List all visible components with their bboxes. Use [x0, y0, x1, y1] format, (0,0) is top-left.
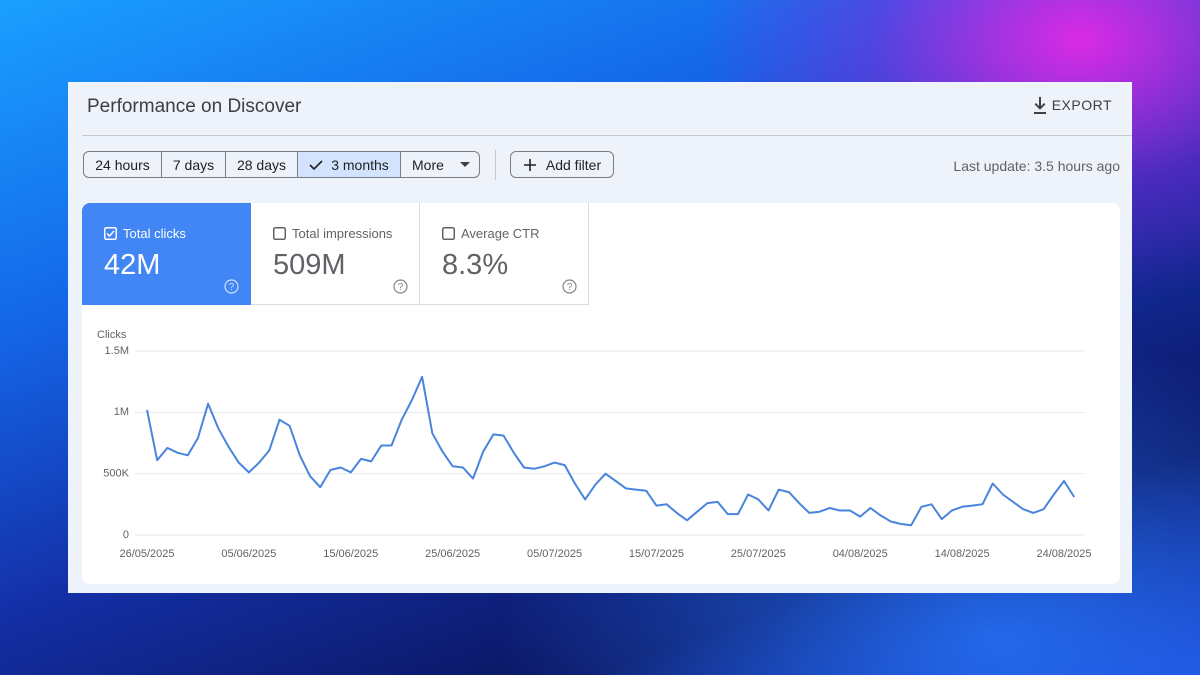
- filter-button-selected[interactable]: 3 months: [297, 151, 401, 178]
- metric-label: Total impressions: [292, 226, 393, 241]
- add-filter-button[interactable]: Add filter: [510, 151, 614, 178]
- x-tick-label: 14/08/2025: [935, 548, 990, 560]
- metric-value: 509M: [273, 249, 346, 281]
- checkbox: [442, 227, 455, 240]
- y-tick-label: 1M: [114, 406, 129, 418]
- filter-button[interactable]: More: [400, 151, 480, 178]
- check-icon: [309, 159, 323, 170]
- plus-icon: [523, 158, 536, 171]
- x-tick-label: 15/07/2025: [629, 548, 684, 560]
- metric-label: Total clicks: [123, 226, 186, 241]
- y-tick-label: 500K: [103, 468, 129, 480]
- data-line: [146, 375, 1076, 527]
- page-title: Performance on Discover: [87, 96, 302, 117]
- divider: [495, 150, 496, 180]
- chart: Clicks 0 500K 1M 1.5M 26/05/2025 05/06/2025 15…: [97, 329, 1092, 560]
- svg-text:?: ?: [398, 282, 404, 293]
- x-tick-label: 05/06/2025: [221, 548, 276, 560]
- metric-label: Average CTR: [461, 226, 540, 241]
- add-filter-label: Add filter: [545, 156, 602, 173]
- svg-text:?: ?: [567, 282, 573, 293]
- checkbox: [273, 227, 286, 240]
- metric-tile[interactable]: Total impressions 509M ?: [251, 203, 420, 305]
- export-button[interactable]: EXPORT: [1051, 97, 1112, 113]
- x-tick-label: 26/05/2025: [119, 548, 174, 560]
- filter-button[interactable]: 7 days: [161, 151, 226, 178]
- help-icon[interactable]: ?: [224, 279, 239, 294]
- x-tick-label: 15/06/2025: [323, 548, 378, 560]
- x-tick-label: 05/07/2025: [527, 548, 582, 560]
- filter-label: More: [412, 156, 444, 173]
- filter-button[interactable]: 28 days: [225, 151, 298, 178]
- filter-label: 3 months: [331, 156, 389, 173]
- chart-card: Total clicks 42M ? Total impressions 509…: [82, 203, 1120, 584]
- checkbox-checked: [104, 227, 117, 240]
- x-tick-label: 25/06/2025: [425, 548, 480, 560]
- y-tick-label: 1.5M: [105, 345, 129, 357]
- help-icon[interactable]: ?: [562, 279, 577, 294]
- metric-tile-selected[interactable]: Total clicks 42M ?: [82, 203, 251, 305]
- filter-button[interactable]: 24 hours: [83, 151, 162, 178]
- y-axis-label: Clicks: [97, 329, 127, 341]
- x-tick-label: 04/08/2025: [833, 548, 888, 560]
- x-tick-label: 25/07/2025: [731, 548, 786, 560]
- help-icon[interactable]: ?: [393, 279, 408, 294]
- last-update: Last update: 3.5 hours ago: [953, 158, 1120, 174]
- x-tick-label: 24/08/2025: [1036, 548, 1091, 560]
- download-icon[interactable]: [1030, 95, 1050, 115]
- separator: [82, 135, 1132, 136]
- y-tick-label: 0: [123, 529, 129, 541]
- dropdown-icon: [459, 161, 470, 167]
- svg-text:?: ?: [229, 282, 235, 293]
- metric-tile[interactable]: Average CTR 8.3% ?: [420, 203, 589, 305]
- metric-value: 8.3%: [442, 249, 509, 281]
- metric-value: 42M: [104, 249, 161, 281]
